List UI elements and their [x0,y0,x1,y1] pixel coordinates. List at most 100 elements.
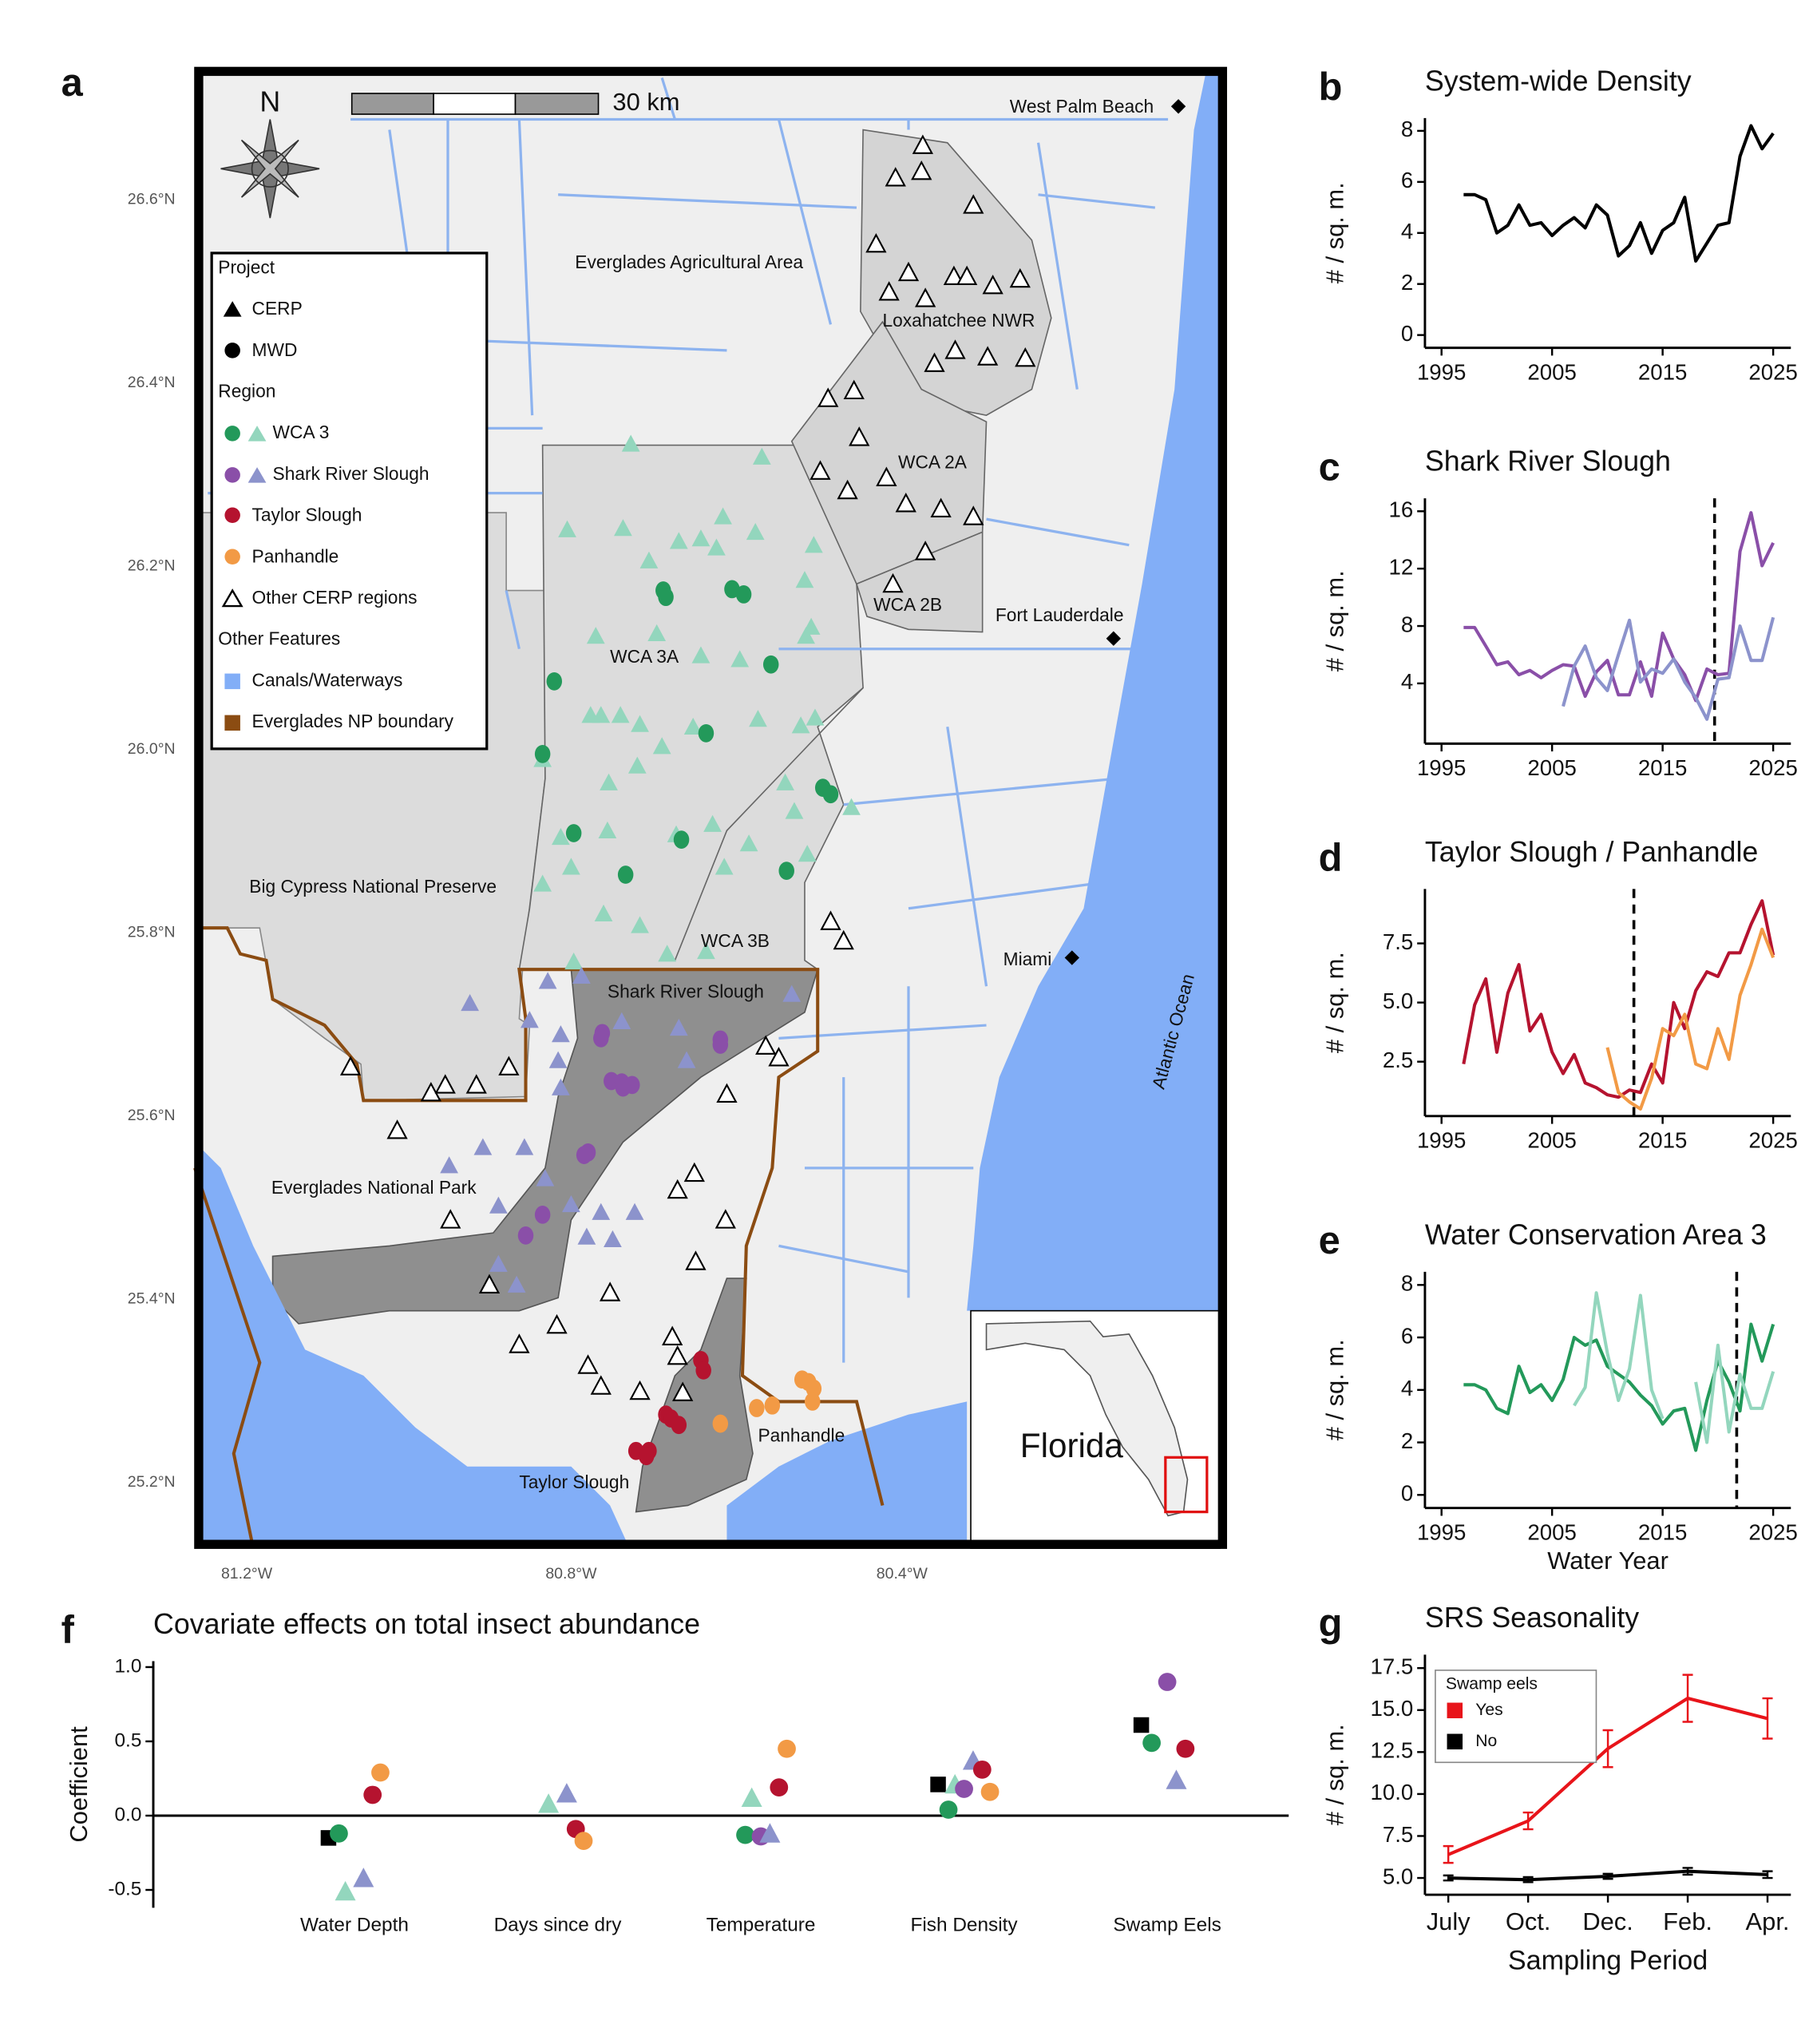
site-dot [534,1205,551,1224]
point [930,1777,946,1792]
site-triangle [600,773,618,790]
site-triangle [885,167,906,187]
site-triangle [577,1227,596,1245]
legend-label: Shark River Slough [273,463,430,484]
ocean [967,67,1227,1311]
site-triangle [776,773,794,790]
line [1694,1343,1775,1444]
site-dot [695,1361,711,1380]
site-triangle [715,858,734,875]
point [538,1793,560,1813]
site-dot [698,723,715,743]
lat-label: 26.2°N [128,557,176,574]
x-tick-label: 2025 [1748,1128,1797,1153]
x-tick-label: 2005 [1527,755,1576,780]
site-triangle [912,134,934,154]
site-triangle [924,352,945,372]
x-tick-label: Water Depth [300,1915,409,1936]
scale-bar [350,93,600,115]
site-triangle [577,1354,599,1374]
site-triangle [498,1056,520,1075]
place-label: Miami [1004,949,1052,969]
chart-title: Shark River Slough [1425,446,1671,477]
point [741,1787,762,1808]
site-dot [671,1416,687,1435]
y-tick-label: 2.5 [1383,1048,1413,1072]
y-tick-label: 12.5 [1370,1738,1413,1763]
site-triangle [878,281,900,301]
panel-label: f [61,1609,75,1652]
site-dot [517,1226,534,1245]
site-triangle [806,708,825,726]
site-triangle [716,1083,738,1103]
y-tick-label: 7.5 [1383,929,1413,954]
site-dot [576,1146,592,1164]
site-dot [764,1396,781,1415]
site-triangle [914,541,936,561]
error-bar [1522,1876,1534,1884]
y-tick-label: 8 [1401,1271,1413,1296]
legend-label: Region [218,381,275,402]
legend-label: WCA 3 [273,422,330,442]
y-tick-label: 0 [1401,1481,1413,1506]
site-triangle [614,519,632,537]
legend-swatch [1447,1733,1463,1750]
site-triangle [652,737,671,755]
point [955,1780,973,1798]
site-triangle [715,1209,736,1229]
point [574,1832,593,1850]
site-dot [822,785,839,804]
place-label: WCA 3B [701,930,770,951]
site-triangle [521,1011,539,1028]
site-triangle [552,1078,570,1095]
panel-label: g [1319,1602,1343,1645]
site-triangle [473,1138,493,1155]
site-triangle [631,916,649,933]
y-tick-label: 5.0 [1383,988,1413,1013]
site-triangle [683,1162,705,1182]
error-bar [1682,1674,1693,1723]
point [939,1800,958,1819]
x-tick-label: Oct. [1506,1907,1551,1935]
site-triangle [1015,347,1036,367]
x-tick-label: Days since dry [494,1915,623,1936]
x-tick-label: July [1427,1907,1471,1935]
point [1176,1739,1195,1758]
lat-label: 26.0°N [128,740,176,758]
y-tick-label: 6 [1401,168,1413,192]
site-triangle [963,505,984,525]
y-tick-label: 4 [1401,669,1413,694]
site-triangle [489,1254,508,1272]
chart-title: Water Conservation Area 3 [1425,1218,1767,1250]
site-dot [762,655,779,674]
site-triangle [658,945,677,962]
panel-label: b [1319,65,1343,109]
np-boundary-west [193,1167,262,1549]
y-tick-label: -0.5 [108,1878,141,1899]
error-bar [1682,1867,1693,1876]
site-triangle [669,532,688,549]
x-tick-label: 2025 [1748,359,1797,384]
place-label: Taylor Slough [519,1472,629,1492]
site-triangle [943,265,965,286]
site-triangle [465,1074,487,1094]
site-dot [565,824,582,842]
site-triangle [677,1051,696,1068]
error-bar [1522,1811,1534,1831]
site-triangle [590,1375,612,1395]
y-tick-label: 12 [1389,554,1414,579]
site-triangle [600,1281,621,1301]
point [335,1880,356,1901]
site-triangle [562,858,580,875]
line [1463,124,1775,263]
site-triangle [752,447,771,465]
site-triangle [963,194,984,214]
site-triangle [833,929,854,950]
inset-box [1164,1456,1209,1514]
y-tick-label: 2 [1401,270,1413,295]
site-triangle [820,910,841,930]
site-triangle [882,572,904,593]
site-triangle [562,1194,580,1213]
site-triangle [507,1275,526,1293]
site-triangle [691,646,711,664]
